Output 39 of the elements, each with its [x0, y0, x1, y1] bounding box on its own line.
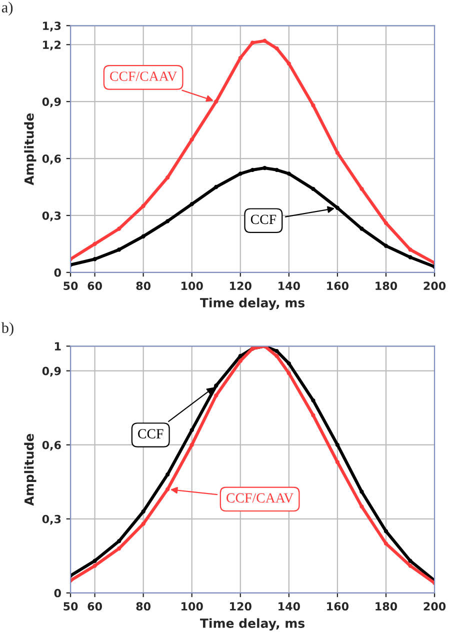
y-tick-label: 0,3	[42, 211, 61, 222]
y-tick-label: 0,6	[42, 154, 61, 164]
legend-label: CCF/CAAV	[226, 493, 294, 503]
y-axis-title: Amplitude	[24, 434, 36, 506]
y-tick-label: 0,9	[42, 366, 61, 377]
x-tick-label: 80	[136, 282, 151, 290]
chart-title: b)	[1, 322, 14, 336]
x-tick-label: 140	[278, 282, 300, 290]
y-tick-label: 1,2	[43, 40, 61, 50]
x-axis-title: Time delay, ms	[200, 298, 305, 310]
y-tick-label: 0,6	[42, 440, 61, 451]
x-tick-label: 50	[64, 602, 78, 611]
x-tick-label: 100	[182, 602, 203, 611]
x-axis-title: Time delay, ms	[200, 618, 305, 630]
x-tick-label: 100	[182, 282, 203, 290]
x-tick-label: 180	[376, 282, 398, 290]
x-tick-label: 200	[424, 282, 446, 290]
x-tick-label: 160	[327, 602, 349, 611]
x-tick-label: 60	[88, 282, 102, 290]
series-label: CCF	[138, 429, 164, 438]
text: CCF/CAAV	[110, 72, 178, 82]
y-tick-label: 0,9	[42, 98, 61, 108]
y-tick-label: 0	[54, 588, 61, 598]
y-tick-label: 1	[55, 342, 61, 350]
x-tick-label: 80	[136, 602, 151, 611]
y-tick-label: 0	[54, 268, 61, 277]
y-axis-title: Amplitude	[24, 113, 36, 186]
x-tick-label: 50	[64, 282, 78, 290]
x-tick-label: 120	[230, 602, 252, 611]
x-tick-label: 160	[327, 282, 349, 290]
x-tick-label: 60	[88, 602, 102, 611]
x-tick-label: 140	[278, 602, 300, 611]
x-tick-label: 120	[230, 282, 252, 290]
y-tick-label: 1,3	[43, 22, 61, 32]
x-tick-label: 200	[424, 602, 446, 611]
legend-label: CCF	[250, 214, 276, 224]
x-tick-label: 180	[376, 602, 398, 611]
chart-title: a)	[2, 2, 13, 16]
y-tick-label: 0,3	[42, 514, 61, 525]
